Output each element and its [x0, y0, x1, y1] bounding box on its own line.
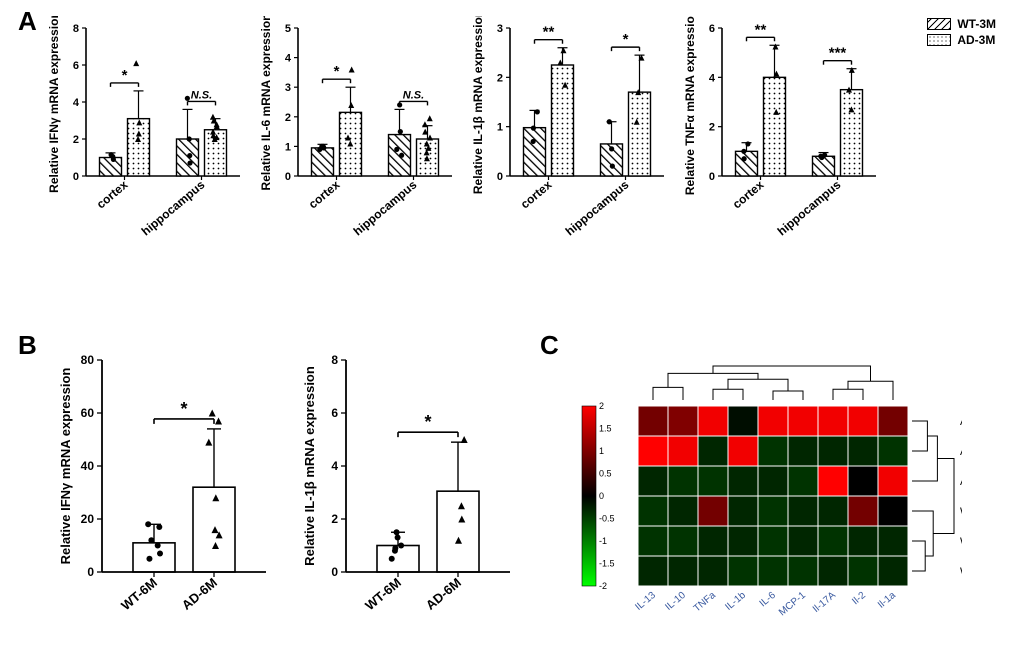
chart-a-il6: 0 1 2 3 4 5 Relative IL-6 mRNA expression * cort…	[258, 16, 458, 248]
svg-text:WT-2: WT-2	[960, 536, 962, 548]
svg-text:cortex: cortex	[518, 177, 555, 211]
svg-text:0.5: 0.5	[599, 469, 612, 479]
svg-text:Relative TNFα mRNA expression: Relative TNFα mRNA expression	[683, 16, 697, 195]
svg-text:***: ***	[829, 45, 847, 62]
chart-b-ifng: 0 20 40 60 80 Relative IFNγ mRNA expression * W…	[56, 346, 276, 646]
panel-c-label: C	[540, 330, 559, 361]
svg-text:WT-1: WT-1	[960, 566, 962, 578]
svg-text:4: 4	[709, 72, 716, 84]
legend-wt-label: WT-3M	[957, 17, 996, 31]
heatmap: -2 -1.5 -1 -0.5 0 0.5 1 1.5 2 AD-1 AD-2 AD-3 WT-3 WT-…	[578, 358, 962, 647]
svg-text:WT-6M: WT-6M	[118, 575, 160, 613]
svg-text:40: 40	[81, 459, 95, 473]
svg-text:IL-6: IL-6	[758, 590, 779, 610]
svg-text:1: 1	[599, 446, 604, 456]
svg-text:8: 8	[73, 23, 79, 35]
svg-text:N.S.: N.S.	[191, 89, 212, 101]
svg-text:-1: -1	[599, 536, 607, 546]
svg-text:*: *	[334, 63, 340, 80]
svg-text:20: 20	[81, 512, 95, 526]
svg-text:8: 8	[331, 353, 338, 367]
svg-text:AD-1: AD-1	[960, 416, 962, 428]
chart-b-il1b: 0 2 4 6 8 Relative IL-1β mRNA expression * WT-6…	[300, 346, 520, 646]
svg-text:2: 2	[285, 112, 291, 124]
svg-text:cortex: cortex	[306, 177, 343, 211]
svg-text:TNFa: TNFa	[692, 590, 719, 615]
svg-text:-0.5: -0.5	[599, 514, 615, 524]
svg-text:*: *	[623, 31, 629, 48]
svg-text:hippocampus: hippocampus	[351, 177, 420, 238]
svg-text:N.S.: N.S.	[403, 89, 424, 101]
svg-text:*: *	[122, 67, 128, 84]
svg-text:0: 0	[709, 171, 715, 183]
legend-ad-label: AD-3M	[957, 33, 995, 47]
svg-text:2: 2	[599, 401, 604, 411]
panel-a-label: A	[18, 6, 37, 37]
svg-text:2: 2	[73, 134, 79, 146]
svg-text:IL-10: IL-10	[663, 590, 688, 613]
svg-text:1: 1	[285, 141, 291, 153]
svg-text:6: 6	[709, 23, 715, 35]
svg-text:4: 4	[73, 97, 80, 109]
svg-text:0: 0	[87, 565, 94, 579]
svg-text:Relative IL-1β mRNA expression: Relative IL-1β mRNA expression	[471, 16, 485, 194]
svg-text:0: 0	[331, 565, 338, 579]
svg-text:3: 3	[285, 82, 291, 94]
svg-text:5: 5	[285, 23, 291, 35]
svg-text:IL-1b: IL-1b	[723, 590, 748, 613]
svg-text:60: 60	[81, 406, 95, 420]
chart-a-il1b: 0 1 2 3 Relative IL-1β mRNA expression ** cort…	[470, 16, 670, 248]
legend-swatch-wt	[927, 18, 951, 30]
svg-text:0: 0	[599, 491, 604, 501]
svg-text:Relative IL-1β mRNA expression: Relative IL-1β mRNA expression	[302, 366, 317, 566]
svg-text:WT-3: WT-3	[960, 506, 962, 518]
svg-text:**: **	[543, 24, 555, 41]
svg-text:Il-1a: Il-1a	[876, 590, 898, 611]
legend: WT-3M AD-3M	[927, 18, 996, 50]
svg-text:Relative IFNγ mRNA expression: Relative IFNγ mRNA expression	[47, 16, 61, 193]
svg-text:-1.5: -1.5	[599, 559, 615, 569]
svg-text:*: *	[180, 399, 187, 419]
svg-text:AD-3: AD-3	[960, 476, 962, 488]
svg-text:hippocampus: hippocampus	[563, 177, 632, 238]
svg-text:Il-17A: Il-17A	[811, 590, 838, 615]
svg-text:4: 4	[285, 53, 292, 65]
svg-text:AD-2: AD-2	[960, 446, 962, 458]
svg-text:1: 1	[497, 122, 503, 134]
svg-text:*: *	[424, 412, 431, 432]
svg-text:4: 4	[331, 459, 338, 473]
svg-text:IL-13: IL-13	[633, 590, 658, 613]
svg-text:AD-6M: AD-6M	[423, 575, 464, 613]
svg-text:hippocampus: hippocampus	[139, 177, 208, 238]
svg-text:2: 2	[709, 122, 715, 134]
svg-text:6: 6	[73, 60, 79, 72]
svg-text:AD-6M: AD-6M	[179, 575, 220, 613]
svg-text:Il-2: Il-2	[850, 590, 868, 608]
svg-text:2: 2	[331, 512, 338, 526]
svg-text:Relative IL-6 mRNA expression: Relative IL-6 mRNA expression	[259, 16, 273, 190]
svg-text:80: 80	[81, 353, 95, 367]
svg-text:cortex: cortex	[94, 177, 131, 211]
svg-text:WT-6M: WT-6M	[362, 575, 404, 613]
svg-text:3: 3	[497, 23, 503, 35]
svg-text:hippocampus: hippocampus	[775, 177, 844, 238]
chart-a-ifng: 0 2 4 6 8 Relative IFNγ mRNA expression * corte…	[46, 16, 246, 248]
legend-swatch-ad	[927, 34, 951, 46]
svg-text:**: **	[755, 21, 767, 38]
panel-b-label: B	[18, 330, 37, 361]
svg-text:6: 6	[331, 406, 338, 420]
chart-a-tnfa: 0 2 4 6 Relative TNFα mRNA expression ** corte…	[682, 16, 882, 248]
svg-text:-2: -2	[599, 581, 607, 591]
svg-text:2: 2	[497, 72, 503, 84]
svg-text:Relative IFNγ mRNA expression: Relative IFNγ mRNA expression	[58, 368, 73, 565]
svg-text:0: 0	[73, 171, 79, 183]
svg-text:cortex: cortex	[730, 177, 767, 211]
svg-text:1.5: 1.5	[599, 424, 612, 434]
svg-text:0: 0	[497, 171, 503, 183]
svg-text:0: 0	[285, 171, 291, 183]
svg-text:MCP-1: MCP-1	[777, 590, 808, 619]
